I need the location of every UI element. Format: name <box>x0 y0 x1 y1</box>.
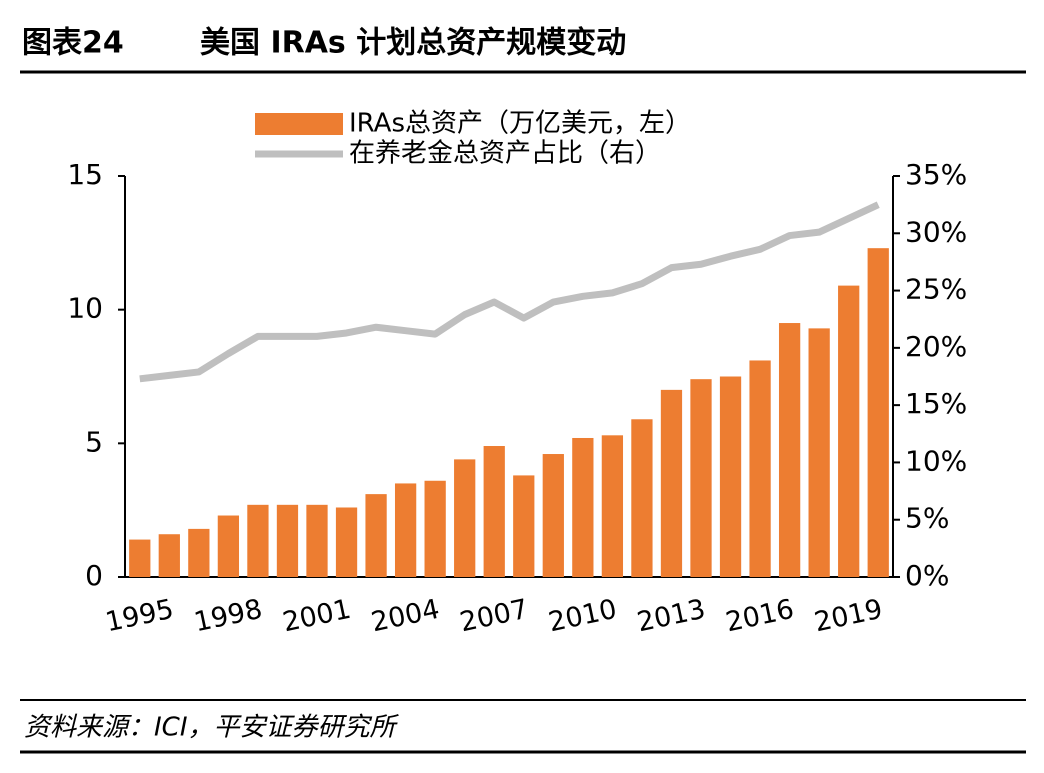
y-tick-label: 0 <box>85 559 103 592</box>
y2-tick-label: 35% <box>905 158 967 191</box>
bar <box>513 475 535 577</box>
legend-swatch <box>255 113 343 135</box>
bar <box>660 389 683 577</box>
y-tick-label: 15 <box>67 158 103 191</box>
bar <box>572 437 594 577</box>
bar <box>247 504 269 577</box>
bar <box>867 248 889 577</box>
source-note: 资料来源：ICI，平安证券研究所 <box>24 713 399 743</box>
bar <box>394 483 417 577</box>
bar <box>601 435 624 577</box>
y-tick-label: 10 <box>67 292 103 325</box>
y2-tick-label: 0% <box>905 559 949 592</box>
y2-tick-label: 30% <box>905 215 967 248</box>
bar <box>306 504 328 577</box>
bar <box>158 534 180 577</box>
bar <box>631 419 653 577</box>
bar <box>454 459 476 577</box>
legend-label: IRAs总资产（万亿美元，左） <box>349 109 691 139</box>
x-tick-label: 2001 <box>280 594 354 639</box>
legend-label: 在养老金总资产占比（右） <box>349 139 661 169</box>
bar <box>719 376 742 577</box>
bar <box>778 323 801 577</box>
line <box>139 201 880 383</box>
chart-title: 美国 IRAs 计划总资产规模变动 <box>200 26 626 61</box>
x-tick-label: 2004 <box>369 594 443 639</box>
bar <box>749 360 771 577</box>
y2-tick-label: 25% <box>905 273 967 306</box>
bar <box>365 494 387 577</box>
bar <box>335 507 358 577</box>
bar <box>188 528 210 577</box>
y2-tick-label: 5% <box>905 502 949 535</box>
x-tick-label: 2019 <box>812 594 886 639</box>
bar <box>838 285 860 577</box>
x-tick-label: 1995 <box>103 594 177 639</box>
bar <box>424 480 446 577</box>
bar <box>217 515 240 577</box>
y2-tick-label: 15% <box>905 387 967 420</box>
bar <box>808 328 830 577</box>
bar <box>690 379 712 577</box>
x-tick-label: 2013 <box>634 594 708 639</box>
figure-label: 图表24 <box>22 26 124 61</box>
bar <box>542 454 564 577</box>
x-tick-label: 2010 <box>546 594 620 639</box>
y2-tick-label: 20% <box>905 330 967 363</box>
x-tick-label: 2016 <box>723 594 797 639</box>
bar <box>129 539 151 577</box>
x-tick-label: 1998 <box>191 594 265 639</box>
y2-tick-label: 10% <box>905 444 967 477</box>
x-tick-label: 2007 <box>457 594 531 639</box>
bar <box>483 446 505 577</box>
y-tick-label: 5 <box>85 425 103 458</box>
bar <box>276 504 299 577</box>
